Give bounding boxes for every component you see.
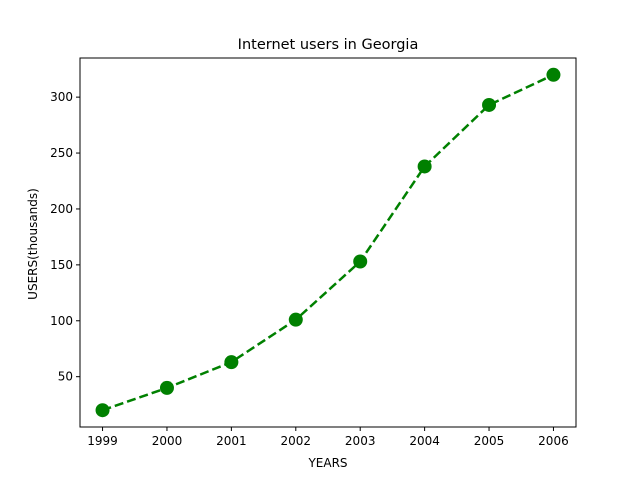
chart-title: Internet users in Georgia: [238, 37, 419, 53]
data-point: [159, 380, 174, 395]
y-tick-label: 200: [50, 202, 73, 216]
y-axis-label: USERS(thousands): [26, 188, 40, 300]
x-tick-label: 2005: [474, 434, 505, 448]
x-axis-label: YEARS: [307, 456, 347, 470]
data-point: [482, 97, 497, 112]
data-point: [95, 403, 110, 418]
y-tick-label: 150: [50, 258, 73, 272]
data-point: [546, 67, 561, 82]
x-tick-label: 2000: [152, 434, 183, 448]
series-line: [102, 73, 555, 412]
x-tick-label: 2004: [409, 434, 440, 448]
x-tick-label: 2001: [216, 434, 247, 448]
y-tick-label: 250: [50, 146, 73, 160]
data-point: [417, 159, 432, 174]
x-tick-label: 2003: [345, 434, 376, 448]
data-point: [288, 312, 303, 327]
data-point: [353, 254, 368, 269]
x-tick-label: 2006: [538, 434, 569, 448]
plot-frame: [79, 57, 577, 428]
y-tick-label: 50: [58, 370, 73, 384]
data-point: [224, 355, 239, 370]
x-tick-label: 2002: [281, 434, 312, 448]
y-tick-label: 300: [50, 90, 73, 104]
x-tick-label: 1999: [87, 434, 118, 448]
y-tick-label: 100: [50, 314, 73, 328]
